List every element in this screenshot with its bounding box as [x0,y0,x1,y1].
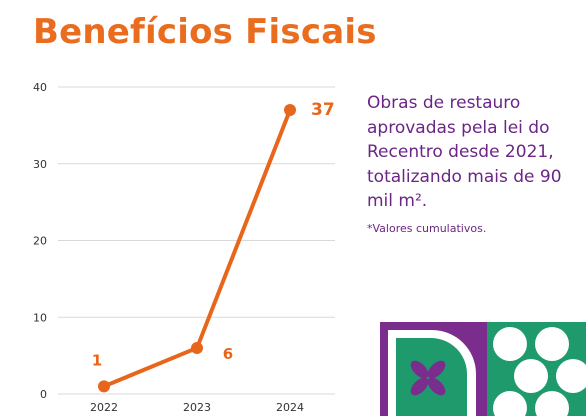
y-tick-label: 0 [40,388,47,401]
x-tick-label: 2022 [90,401,118,414]
y-tick-label: 30 [33,158,47,171]
data-points [98,104,296,393]
data-labels: 1 637 [92,100,335,369]
x-tick-label: 2024 [276,401,304,414]
data-point [284,104,296,117]
page-title: Benefícios Fiscais [33,12,377,52]
data-label: 6 [223,345,233,363]
y-axis: 0 10 20 30 40 [33,81,47,401]
y-tick-label: 40 [33,81,47,94]
cumulative-note: *Valores cumulativos. [367,222,487,235]
data-point [98,380,110,393]
description-text: Obras de restauro aprovadas pela lei do … [367,93,562,211]
x-axis: 2022 2023 2024 [90,401,304,414]
x-tick-label: 2023 [183,401,211,414]
y-tick-label: 10 [33,311,47,324]
data-label: 37 [311,100,335,120]
recentro-logo-icon [380,322,586,416]
y-tick-label: 20 [33,235,47,248]
data-point [191,341,203,354]
data-label: 1 [92,351,102,369]
chart-grid [58,86,335,395]
